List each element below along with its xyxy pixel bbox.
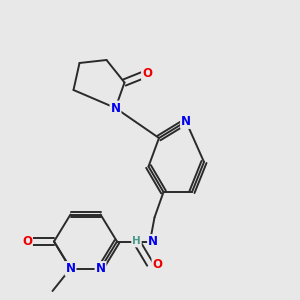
Text: N: N [95,262,106,275]
Text: N: N [148,235,158,248]
Text: N: N [110,101,121,115]
Text: N: N [65,262,76,275]
Text: O: O [152,257,163,271]
Text: O: O [22,235,32,248]
Text: O: O [142,67,152,80]
Text: N: N [181,115,191,128]
Text: H: H [132,236,141,247]
